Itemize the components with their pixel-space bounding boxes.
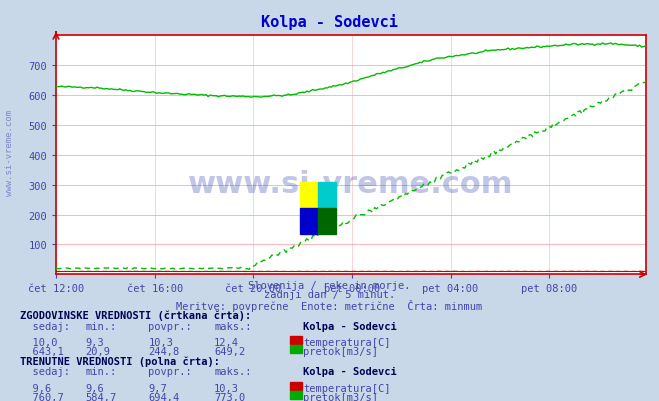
Text: 760,7: 760,7 [20,392,63,401]
Text: Slovenija / reke in morje.: Slovenija / reke in morje. [248,280,411,290]
Text: maks.:: maks.: [214,321,252,331]
Text: 10,3: 10,3 [214,383,239,393]
Text: Kolpa - Sodevci: Kolpa - Sodevci [303,367,397,377]
Text: sedaj:: sedaj: [20,321,70,331]
Text: ZGODOVINSKE VREDNOSTI (črtkana črta):: ZGODOVINSKE VREDNOSTI (črtkana črta): [20,310,251,320]
Text: temperatura[C]: temperatura[C] [303,383,391,393]
Text: 9,3: 9,3 [86,338,104,348]
Text: povpr.:: povpr.: [148,321,192,331]
Text: min.:: min.: [86,367,117,377]
Text: maks.:: maks.: [214,367,252,377]
Text: 773,0: 773,0 [214,392,245,401]
Text: Kolpa - Sodevci: Kolpa - Sodevci [261,14,398,30]
Text: 694,4: 694,4 [148,392,179,401]
Text: 643,1: 643,1 [20,346,63,356]
Text: pretok[m3/s]: pretok[m3/s] [303,392,378,401]
Text: 9,6: 9,6 [20,383,51,393]
Text: TRENUTNE VREDNOSTI (polna črta):: TRENUTNE VREDNOSTI (polna črta): [20,355,219,366]
Text: min.:: min.: [86,321,117,331]
Text: 20,9: 20,9 [86,346,111,356]
Text: 12,4: 12,4 [214,338,239,348]
Text: sedaj:: sedaj: [20,367,70,377]
Text: Meritve: povprečne  Enote: metrične  Črta: minmum: Meritve: povprečne Enote: metrične Črta:… [177,299,482,311]
Text: 244,8: 244,8 [148,346,179,356]
Text: www.si-vreme.com: www.si-vreme.com [5,109,14,195]
Text: zadnji dan / 5 minut.: zadnji dan / 5 minut. [264,290,395,300]
Text: pretok[m3/s]: pretok[m3/s] [303,346,378,356]
Text: 649,2: 649,2 [214,346,245,356]
Text: 584,7: 584,7 [86,392,117,401]
Text: povpr.:: povpr.: [148,367,192,377]
Text: 10,3: 10,3 [148,338,173,348]
Text: temperatura[C]: temperatura[C] [303,338,391,348]
Text: www.si-vreme.com: www.si-vreme.com [188,170,513,198]
Text: 10,0: 10,0 [20,338,57,348]
Text: Kolpa - Sodevci: Kolpa - Sodevci [303,321,397,331]
Text: 9,6: 9,6 [86,383,104,393]
Text: 9,7: 9,7 [148,383,167,393]
